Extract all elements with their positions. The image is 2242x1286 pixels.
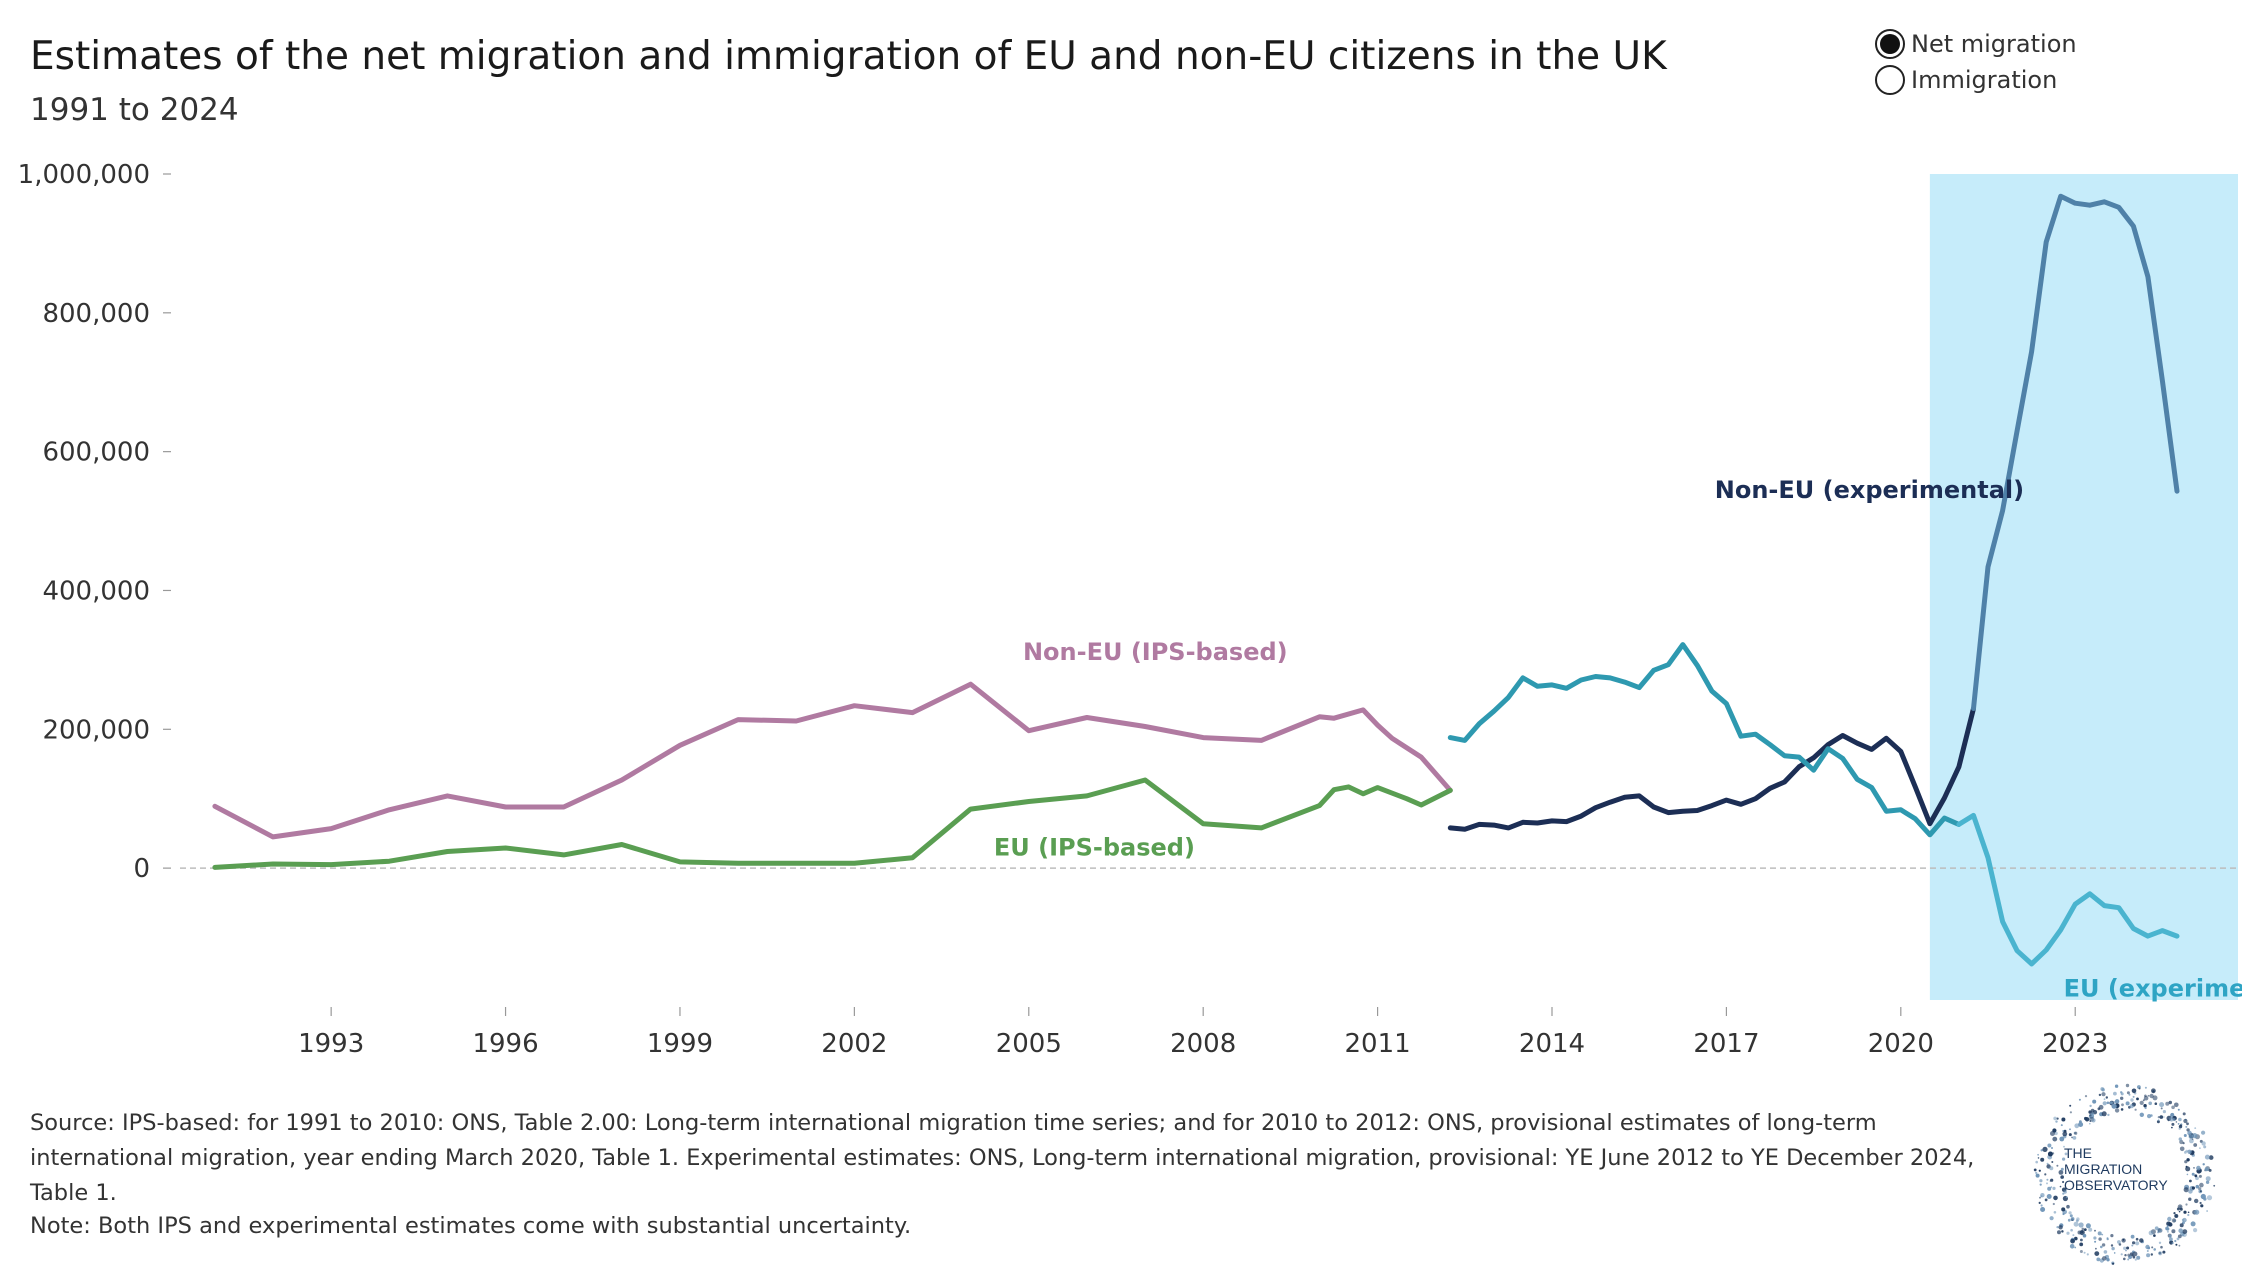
net-migration-option[interactable]: Net migration	[1875, 26, 2077, 62]
x-tick-label: 2005	[996, 1029, 1062, 1059]
x-tick-label: 1993	[298, 1029, 364, 1059]
measure-toggle: Net migration Immigration	[1875, 26, 2077, 98]
x-tick-label: 2002	[821, 1029, 887, 1059]
radio-selected-dot	[1880, 34, 1900, 54]
series-label: EU (experimental)	[2064, 975, 2242, 1003]
immigration-label: Immigration	[1911, 66, 2058, 94]
y-tick-label: 0	[133, 854, 150, 884]
series-label: Non-EU (IPS-based)	[1023, 638, 1288, 666]
series-line	[1971, 193, 2180, 711]
experimental-period-shading	[1929, 174, 2238, 1000]
y-tick-label: 800,000	[42, 299, 150, 329]
series-line	[1447, 642, 1962, 838]
x-tick-label: 2008	[1170, 1029, 1236, 1059]
series-line	[1956, 812, 2180, 967]
x-tick-label: 1996	[472, 1029, 538, 1059]
y-tick-label: 200,000	[42, 715, 150, 745]
series-line	[212, 681, 1453, 840]
series-line	[1447, 706, 1976, 832]
net-migration-radio[interactable]	[1875, 29, 1905, 59]
series-label: Non-EU (experimental)	[1715, 476, 2024, 504]
source-note: Source: IPS-based: for 1991 to 2010: ONS…	[30, 1110, 1975, 1206]
chart-title: Estimates of the net migration and immig…	[30, 34, 1667, 79]
migration-observatory-logo: THE MIGRATION OBSERVATORY	[2033, 1083, 2216, 1265]
logo-text-migration: MIGRATION	[2064, 1161, 2142, 1177]
series-label: EU (IPS-based)	[994, 834, 1195, 862]
immigration-radio[interactable]	[1875, 65, 1905, 95]
y-tick-label: 1,000,000	[18, 160, 150, 190]
x-tick-label: 1999	[647, 1029, 713, 1059]
net-migration-label: Net migration	[1911, 30, 2077, 58]
immigration-option[interactable]: Immigration	[1875, 62, 2077, 98]
chart-subtitle: 1991 to 2024	[30, 92, 239, 128]
y-tick-label: 400,000	[42, 576, 150, 606]
x-tick-label: 2014	[1519, 1029, 1585, 1059]
logo-text-observatory: OBSERVATORY	[2064, 1177, 2168, 1193]
line-chart: 0 200,000 400,000 600,000 800,000 1,000,000 19…	[18, 160, 2242, 1059]
x-tick-label: 2011	[1345, 1029, 1411, 1059]
y-tick-label: 600,000	[42, 438, 150, 468]
x-tick-label: 2023	[2042, 1029, 2108, 1059]
logo-text-the: THE	[2064, 1145, 2092, 1161]
x-tick-label: 2017	[1693, 1029, 1759, 1059]
x-tick-label: 2020	[1868, 1029, 1934, 1059]
uncertainty-note: Note: Both IPS and experimental estimate…	[30, 1213, 912, 1239]
series-line	[212, 777, 1453, 870]
